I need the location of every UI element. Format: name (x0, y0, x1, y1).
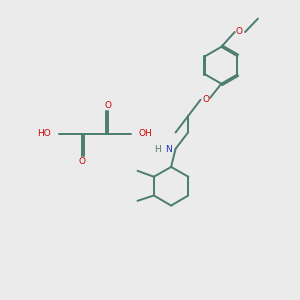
Text: N: N (165, 146, 172, 154)
Text: OH: OH (138, 129, 152, 138)
Text: O: O (105, 101, 112, 110)
Text: H: H (154, 146, 161, 154)
Text: O: O (202, 95, 209, 104)
Text: O: O (236, 27, 243, 36)
Text: HO: HO (37, 129, 50, 138)
Text: O: O (78, 158, 85, 166)
